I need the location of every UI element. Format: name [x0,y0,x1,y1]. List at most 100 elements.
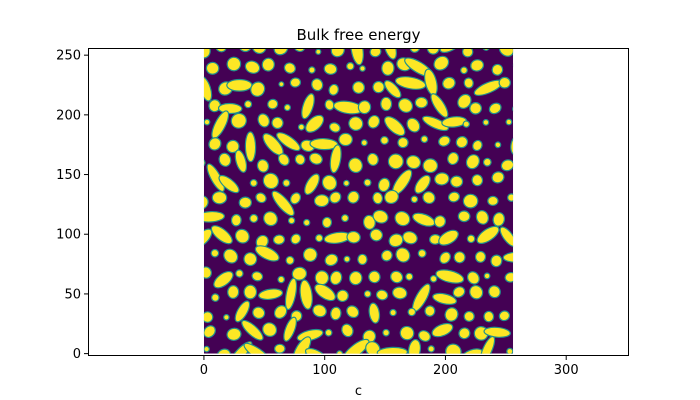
phase-domain [399,325,415,341]
phase-domain [472,139,483,152]
phase-domain [217,102,243,115]
phase-domain [470,59,485,72]
x-tick-label: 0 [200,363,208,378]
phase-domain [203,228,213,248]
phase-domain [348,157,363,174]
phase-domain [329,270,343,286]
phase-domain [284,366,299,380]
phase-domain [466,271,480,285]
phase-domain [343,255,351,263]
phase-domain [249,179,258,188]
phase-domain [476,225,500,244]
phase-domain [278,81,285,88]
phase-domain [215,48,227,53]
phase-domain [243,252,258,267]
phase-domain [381,60,395,76]
phase-domain [210,225,233,245]
phase-domain [504,271,514,283]
phase-domain [357,253,368,266]
phase-domain [363,290,372,298]
phase-domain [352,81,366,94]
phase-domain [297,123,305,131]
x-axis: 0 100 200 300 [200,356,579,378]
phase-domain [502,251,514,263]
phase-domain [357,100,372,115]
phase-domain [377,177,391,193]
phase-domain [447,191,461,203]
phase-domain [507,193,514,202]
phase-domain [406,117,421,133]
phase-domain [407,338,422,354]
phase-domain [359,65,366,72]
phase-domain [230,213,242,227]
phase-domain [463,310,475,322]
phase-domain [336,350,344,354]
y-tick-label: 150 [56,168,81,183]
phase-domain [407,307,417,317]
phase-domain [445,343,462,354]
phase-domain [276,132,301,152]
phase-domain [271,116,284,130]
phase-domain [282,179,291,188]
phase-domain [469,284,484,300]
phase-domain [338,132,353,147]
phase-domain [211,293,220,302]
phase-domain [432,292,458,305]
phase-domain [491,63,504,76]
phase-domain [227,285,240,299]
phase-domain [324,328,333,337]
phase-domain [257,113,270,128]
phase-domain [218,174,240,194]
phase-domain [299,279,313,310]
phase-domain [483,326,511,338]
phase-domain [457,93,472,109]
phase-domain [341,214,350,223]
y-tick-label: 200 [56,108,81,123]
phase-domain [429,274,438,283]
phase-domain [389,308,397,317]
phase-domain [479,335,496,354]
phase-domain [274,343,286,354]
phase-domain [405,155,422,170]
y-tick-label: 100 [56,228,81,243]
phase-domain [244,100,253,109]
phase-domain [348,270,363,286]
phase-domain [488,285,501,299]
phase-domain [422,191,436,205]
phase-domain [498,310,511,322]
phase-domain [314,270,330,286]
phase-domain [203,345,210,353]
phase-domain [267,98,279,110]
phase-domain [362,214,376,230]
phase-domain [243,342,271,354]
phase-domain [397,136,409,149]
phase-domain [431,322,454,338]
phase-domain [450,175,464,188]
phase-domain [380,96,393,112]
phase-domain [395,247,411,263]
phase-domain [471,174,484,187]
phase-domain [294,153,306,166]
phase-domain [285,255,295,265]
phase-domain [244,131,257,163]
phase-domain [369,48,382,58]
phase-domain [510,134,514,156]
phase-domain [283,62,296,74]
phase-domain [277,275,286,284]
phase-domain [424,305,436,317]
phase-domain [368,270,381,284]
phase-domain [321,216,333,229]
phase-domain [422,158,439,174]
phase-domain [390,270,404,284]
heatmap-image [203,48,514,380]
phase-domain [258,288,284,301]
phase-domain [365,341,381,354]
phase-domain [490,254,503,268]
phase-domain [367,114,381,129]
phase-domain [262,172,280,190]
phase-domain [482,119,490,126]
phase-domain [427,345,435,353]
phase-domain [462,193,479,209]
phase-domain [315,234,324,243]
phase-domain [444,307,459,322]
